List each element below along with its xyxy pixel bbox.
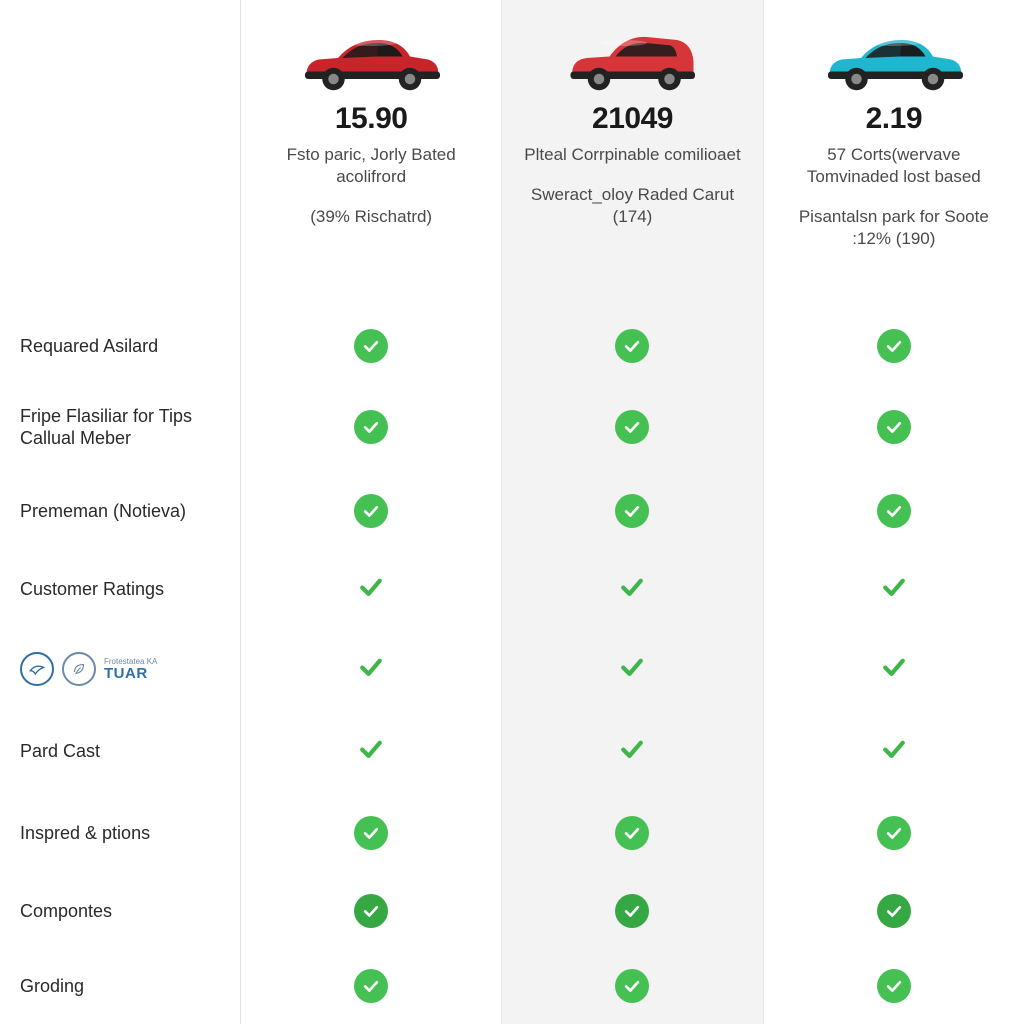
feature-cell [241, 382, 501, 472]
car-subdescription: Sweract_oloy Raded Carut (174) [502, 184, 762, 228]
check-icon [879, 572, 909, 607]
check-icon [615, 494, 649, 528]
feature-cell [241, 792, 501, 874]
car-description: Plteal Corrpinable comilioaet [506, 144, 758, 166]
feature-cell: Inspred & ptions [0, 792, 240, 874]
column-header [0, 0, 240, 310]
feature-cell [502, 792, 762, 874]
car-column: 21049 Plteal Corrpinable comilioaet Swer… [501, 0, 762, 1024]
feature-cell [764, 550, 1024, 628]
price: 15.90 [335, 102, 408, 136]
check-icon [354, 329, 388, 363]
feature-cell [241, 948, 501, 1024]
car-description: Fsto paric, Jorly Bated acolifrord [241, 144, 501, 188]
feature-label-column: Requared Asilard Fripe Flasiliar for Tips… [0, 0, 240, 1024]
feature-cell: Frotestatea KA TUAR [0, 628, 240, 710]
feature-cell [502, 382, 762, 472]
check-icon [615, 969, 649, 1003]
check-icon [356, 572, 386, 607]
feature-label: Pard Cast [20, 740, 100, 763]
feature-cell [764, 628, 1024, 710]
car-subdescription: (39% Rischatrd) [292, 206, 450, 228]
feature-label: Customer Ratings [20, 578, 164, 601]
check-icon [617, 734, 647, 769]
feature-cell: Compontes [0, 874, 240, 948]
feature-cell [241, 628, 501, 710]
check-icon [354, 969, 388, 1003]
check-icon [617, 652, 647, 687]
check-icon [877, 969, 911, 1003]
price: 2.19 [866, 102, 922, 136]
check-icon [877, 494, 911, 528]
feature-label: Fripe Flasiliar for Tips Callual Meber [20, 405, 228, 450]
check-icon [877, 329, 911, 363]
check-icon [615, 816, 649, 850]
feature-cell [241, 310, 501, 382]
feature-label: Compontes [20, 900, 112, 923]
feature-cell: Requared Asilard [0, 310, 240, 382]
feature-cell [764, 874, 1024, 948]
feature-cell [764, 792, 1024, 874]
check-icon [617, 572, 647, 607]
feature-cell [764, 710, 1024, 792]
check-icon [615, 410, 649, 444]
feature-cell [764, 382, 1024, 472]
feature-cell: Prememan (Notieva) [0, 472, 240, 550]
feature-cell: Customer Ratings [0, 550, 240, 628]
check-icon [356, 652, 386, 687]
feature-cell: Fripe Flasiliar for Tips Callual Meber [0, 382, 240, 472]
feature-cell [241, 874, 501, 948]
feature-cell [241, 472, 501, 550]
comparison-table: Requared Asilard Fripe Flasiliar for Tips… [0, 0, 1024, 1024]
check-icon [354, 816, 388, 850]
column-header: 2.19 57 Corts(wervave Tomvinaded lost ba… [764, 0, 1024, 310]
column-header: 15.90 Fsto paric, Jorly Bated acolifrord… [241, 0, 501, 310]
feature-cell [241, 710, 501, 792]
car-column: 15.90 Fsto paric, Jorly Bated acolifrord… [240, 0, 501, 1024]
check-icon [354, 894, 388, 928]
feature-cell [502, 628, 762, 710]
wing-icon [20, 652, 54, 686]
feature-cell [502, 710, 762, 792]
feature-cell [502, 310, 762, 382]
check-icon [877, 894, 911, 928]
check-icon [879, 652, 909, 687]
feature-cell [241, 550, 501, 628]
feature-label: Prememan (Notieva) [20, 500, 186, 523]
badge-label: TUAR [104, 666, 157, 681]
certification-badge: Frotestatea KA TUAR [20, 652, 157, 686]
car-column: 2.19 57 Corts(wervave Tomvinaded lost ba… [763, 0, 1024, 1024]
car-description: 57 Corts(wervave Tomvinaded lost based [764, 144, 1024, 188]
feature-label: Requared Asilard [20, 335, 158, 358]
feature-cell [502, 472, 762, 550]
check-icon [877, 410, 911, 444]
check-icon [877, 816, 911, 850]
feature-label: Inspred & ptions [20, 822, 150, 845]
check-icon [356, 734, 386, 769]
price: 21049 [592, 102, 673, 136]
column-header: 21049 Plteal Corrpinable comilioaet Swer… [502, 0, 762, 310]
check-icon [354, 410, 388, 444]
check-icon [354, 494, 388, 528]
feature-cell [764, 472, 1024, 550]
check-icon [615, 329, 649, 363]
feature-cell: Pard Cast [0, 710, 240, 792]
feature-label: Groding [20, 975, 84, 998]
feature-cell [502, 874, 762, 948]
feature-cell [764, 948, 1024, 1024]
feature-cell [502, 550, 762, 628]
car-subdescription: Pisantalsn park for Soote :12% (190) [764, 206, 1024, 250]
feature-cell [502, 948, 762, 1024]
leaf-icon [62, 652, 96, 686]
feature-cell: Groding [0, 948, 240, 1024]
check-icon [615, 894, 649, 928]
feature-cell [764, 310, 1024, 382]
check-icon [879, 734, 909, 769]
